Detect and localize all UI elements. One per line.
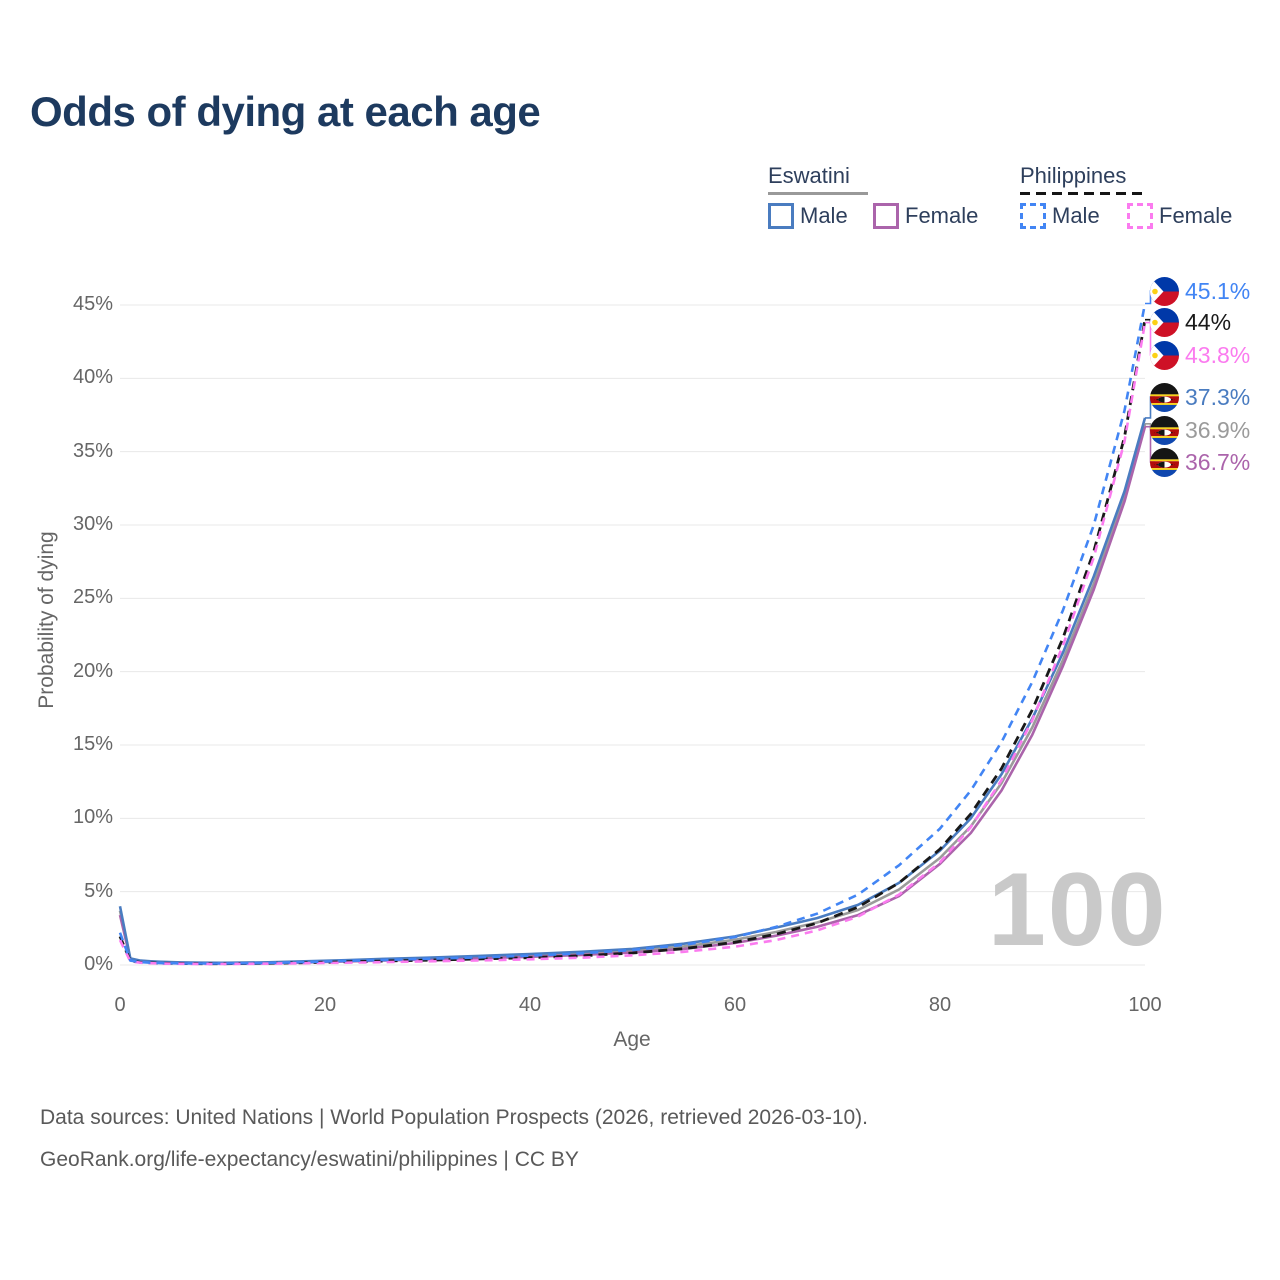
eswatini-flag-icon	[1150, 415, 1179, 445]
legend-item-label: Female	[1159, 203, 1233, 228]
y-tick-label: 40%	[72, 366, 113, 389]
y-tick-label: 30%	[72, 513, 113, 535]
legend-underline-philippines	[1020, 192, 1147, 195]
series-end-value: 45.1%	[1185, 277, 1251, 304]
series-end-label-ph-average: 44%	[1150, 307, 1231, 337]
y-tick-label: 45%	[72, 293, 113, 315]
series-end-label-ph-female: 43.8%	[1150, 340, 1250, 370]
y-tick-label: 5%	[84, 879, 113, 902]
legend-underline-eswatini	[768, 192, 868, 195]
watermark-age-100: 100	[988, 852, 1168, 968]
legend-item-label: Male	[1052, 203, 1100, 228]
philippines-male-swatch-icon	[1020, 203, 1046, 229]
series-end-label-ph-male: 45.1%	[1150, 276, 1250, 306]
y-tick-label: 35%	[72, 439, 113, 462]
series-line-ph_male[interactable]	[118, 303, 1147, 965]
series-end-label-eswatini-male: 37.3%	[1150, 382, 1250, 412]
legend-item-philippines-female[interactable]: Female	[1127, 203, 1232, 229]
x-axis-title: Age	[613, 1028, 651, 1051]
series-end-value: 44%	[1185, 308, 1232, 335]
page-title: Odds of dying at each age	[30, 88, 541, 135]
x-tick-label: 0	[114, 994, 126, 1016]
series-end-value: 36.7%	[1185, 448, 1251, 475]
philippines-female-swatch-icon	[1127, 203, 1153, 229]
legend-item-philippines-male[interactable]: Male	[1020, 203, 1100, 229]
x-tick-label: 100	[1128, 994, 1162, 1016]
y-tick-label: 20%	[72, 659, 113, 682]
eswatini-female-swatch-icon	[873, 203, 899, 229]
series-end-label-eswatini-average: 36.9%	[1150, 415, 1250, 445]
series-end-label-eswatini-female: 36.7%	[1150, 447, 1250, 477]
x-tick-label: 80	[928, 994, 952, 1016]
eswatini-flag-icon	[1150, 447, 1179, 477]
philippines-flag-icon	[1150, 307, 1179, 337]
y-tick-label: 10%	[72, 806, 113, 829]
y-tick-label: 15%	[72, 733, 113, 755]
legend-group-title-philippines: Philippines	[1020, 163, 1127, 188]
legend-group-title-eswatini: Eswatini	[768, 163, 850, 188]
legend-item-label: Male	[800, 203, 848, 228]
footer-attribution: GeoRank.org/life-expectancy/eswatini/phi…	[40, 1148, 579, 1171]
y-tick-label: 25%	[72, 586, 113, 609]
philippines-flag-icon	[1150, 276, 1179, 306]
series-line-ph_female[interactable]	[118, 322, 1147, 966]
eswatini-flag-icon	[1150, 382, 1179, 412]
series-end-value: 36.9%	[1185, 416, 1251, 443]
x-tick-label: 60	[723, 994, 747, 1016]
series-end-value: 43.8%	[1185, 341, 1251, 368]
x-tick-label: 20	[313, 994, 337, 1016]
y-tick-label: 0%	[84, 953, 113, 975]
legend-item-eswatini-male[interactable]: Male	[768, 203, 848, 229]
philippines-flag-icon	[1150, 340, 1179, 370]
series-end-value: 37.3%	[1185, 383, 1251, 410]
legend-item-label: Female	[905, 203, 979, 228]
x-tick-label: 40	[518, 994, 542, 1016]
legend-item-eswatini-female[interactable]: Female	[873, 203, 978, 229]
y-axis-title: Probability of dying	[35, 531, 58, 709]
footer-data-sources: Data sources: United Nations | World Pop…	[40, 1106, 869, 1129]
eswatini-male-swatch-icon	[768, 203, 794, 229]
